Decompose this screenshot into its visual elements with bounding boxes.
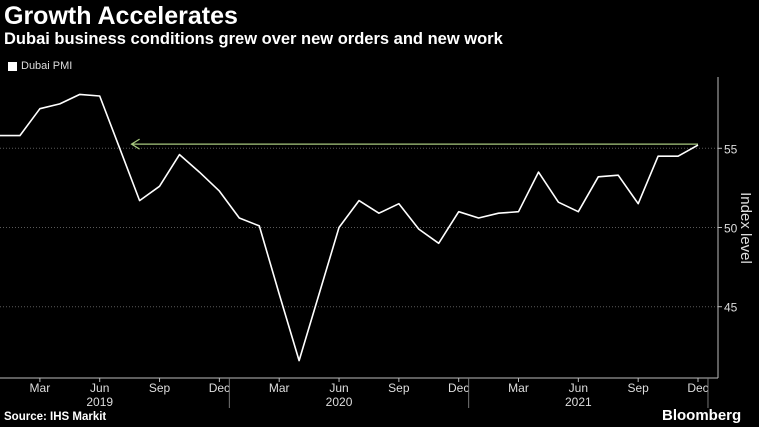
x-tick-label: Jun — [90, 381, 109, 395]
series-line-dubai-pmi — [0, 93, 699, 362]
chart-subtitle: Dubai business conditions grew over new … — [4, 30, 503, 48]
x-tick-label: Dec — [209, 381, 230, 395]
x-tick-label: Mar — [269, 381, 290, 395]
brand-logo: Bloomberg — [662, 407, 742, 424]
x-tick-label: Dec — [448, 381, 469, 395]
x-tick-label: Jun — [329, 381, 348, 395]
x-tick-label: Sep — [388, 381, 410, 395]
annotation-arrow-head — [130, 138, 140, 150]
y-tick-label: 55 — [724, 142, 738, 156]
source-note: Source: IHS Markit — [4, 411, 107, 423]
chart-title: Growth Accelerates — [4, 2, 238, 30]
x-tick-label: Sep — [627, 381, 649, 395]
x-tick-label: Sep — [149, 381, 171, 395]
y-tick-label: 50 — [724, 222, 738, 236]
year-label: 2019 — [86, 395, 113, 409]
year-label: 2021 — [565, 395, 592, 409]
x-tick-label: Mar — [508, 381, 529, 395]
y-axis-label: Index level — [737, 192, 754, 264]
legend-label: Dubai PMI — [21, 60, 73, 72]
legend: Dubai PMI — [8, 60, 72, 72]
x-tick-label: Mar — [30, 381, 51, 395]
x-tick-label: Dec — [687, 381, 708, 395]
year-label: 2020 — [326, 395, 353, 409]
y-tick-label: 45 — [724, 301, 738, 315]
x-tick-label: Jun — [569, 381, 588, 395]
legend-swatch — [8, 61, 17, 71]
